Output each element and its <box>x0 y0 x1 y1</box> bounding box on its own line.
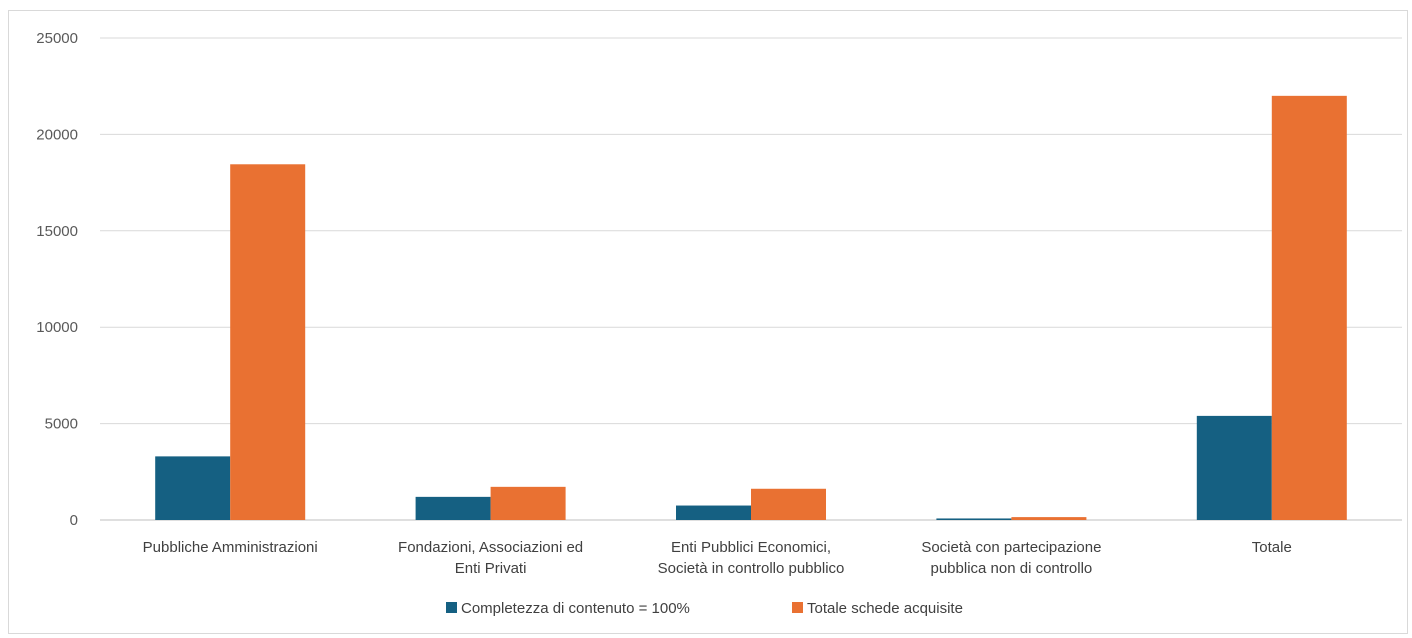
y-tick-label: 20000 <box>36 126 78 143</box>
y-tick-label: 15000 <box>36 223 78 240</box>
x-category-label: Pubbliche Amministrazioni <box>143 539 318 556</box>
legend-swatch <box>446 602 457 613</box>
bar-completezza-1 <box>415 496 491 520</box>
bar-totale-schede-2 <box>751 488 826 520</box>
bar-totale-schede-1 <box>490 486 566 520</box>
y-tick-label: 0 <box>70 512 78 529</box>
gridlines <box>100 37 1402 521</box>
y-tick-label: 10000 <box>36 319 78 336</box>
bar-totale-schede-4 <box>1271 95 1347 520</box>
y-tick-label: 25000 <box>36 30 78 47</box>
y-tick-label: 5000 <box>45 416 78 433</box>
bar-completezza-0 <box>155 456 231 520</box>
x-category-label: Totale <box>1252 539 1292 556</box>
x-axis-labels: Pubbliche Amministrazioni Fondazioni, Ass… <box>143 539 1292 577</box>
legend: Completezza di contenuto = 100% Totale sc… <box>446 600 963 617</box>
legend-swatch <box>792 602 803 613</box>
bar-totale-schede-0 <box>230 164 306 520</box>
bars <box>155 95 1347 520</box>
x-category-label: Enti Pubblici Economici, Società in contr… <box>658 539 845 577</box>
x-category-label: Fondazioni, Associazioni ed Enti Privati <box>398 539 583 577</box>
bar-completezza-4 <box>1196 415 1272 520</box>
x-category-label: Società con partecipazione pubblica non d… <box>921 539 1101 577</box>
bar-completezza-3 <box>936 518 1012 520</box>
bar-totale-schede-3 <box>1011 517 1087 520</box>
legend-label: Totale schede acquisite <box>807 600 963 617</box>
y-axis-ticks: 0 5000 10000 15000 20000 25000 <box>36 30 78 529</box>
legend-label: Completezza di contenuto = 100% <box>461 600 690 617</box>
bar-completezza-2 <box>676 505 751 520</box>
